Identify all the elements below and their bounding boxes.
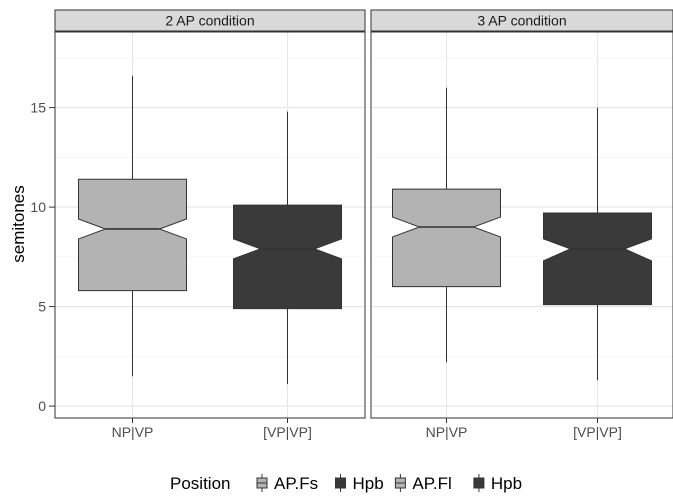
legend-label: Hpb xyxy=(491,474,522,493)
legend-entry: Hpb xyxy=(335,474,384,493)
box-body xyxy=(392,188,501,288)
y-tick-label: 5 xyxy=(38,299,46,315)
y-tick-label: 10 xyxy=(30,199,46,215)
x-tick-label: NP|VP xyxy=(112,424,154,440)
panel-strip xyxy=(370,9,673,32)
y-tick-label: 0 xyxy=(38,398,46,414)
box-body xyxy=(78,178,187,292)
box-body xyxy=(543,212,652,306)
y-axis-ticks: 0 5 10 15 xyxy=(30,100,55,414)
y-tick-label: 15 xyxy=(30,100,46,116)
box xyxy=(233,111,342,385)
legend-entry: AP.Fs xyxy=(256,474,318,493)
legend-entry: Hpb xyxy=(473,474,522,493)
panel-title: 3 AP condition xyxy=(477,13,566,29)
legend: Position AP.Fs Hpb AP.Fl Hpb xyxy=(170,474,522,493)
box-body xyxy=(233,204,342,310)
legend-label: Hpb xyxy=(353,474,384,493)
x-tick-label: [VP|VP] xyxy=(263,424,312,440)
legend-title: Position xyxy=(170,474,230,493)
panel-border xyxy=(370,31,673,419)
panel-border xyxy=(54,31,366,419)
panel: 3 AP condition NP|VP [VP|VP] xyxy=(370,9,673,440)
y-axis-label: semitones xyxy=(9,185,28,262)
legend-label: AP.Fl xyxy=(412,474,451,493)
panel-title: 2 AP condition xyxy=(165,13,254,29)
legend-label: AP.Fs xyxy=(274,474,318,493)
legend-entry: AP.Fl xyxy=(394,474,452,493)
box xyxy=(392,87,501,363)
box xyxy=(543,107,652,381)
x-tick-label: [VP|VP] xyxy=(573,424,622,440)
panel: 2 AP condition NP|VP [VP|VP] xyxy=(54,9,366,440)
x-tick-label: NP|VP xyxy=(426,424,468,440)
panel-strip xyxy=(54,9,366,32)
box xyxy=(78,75,187,377)
